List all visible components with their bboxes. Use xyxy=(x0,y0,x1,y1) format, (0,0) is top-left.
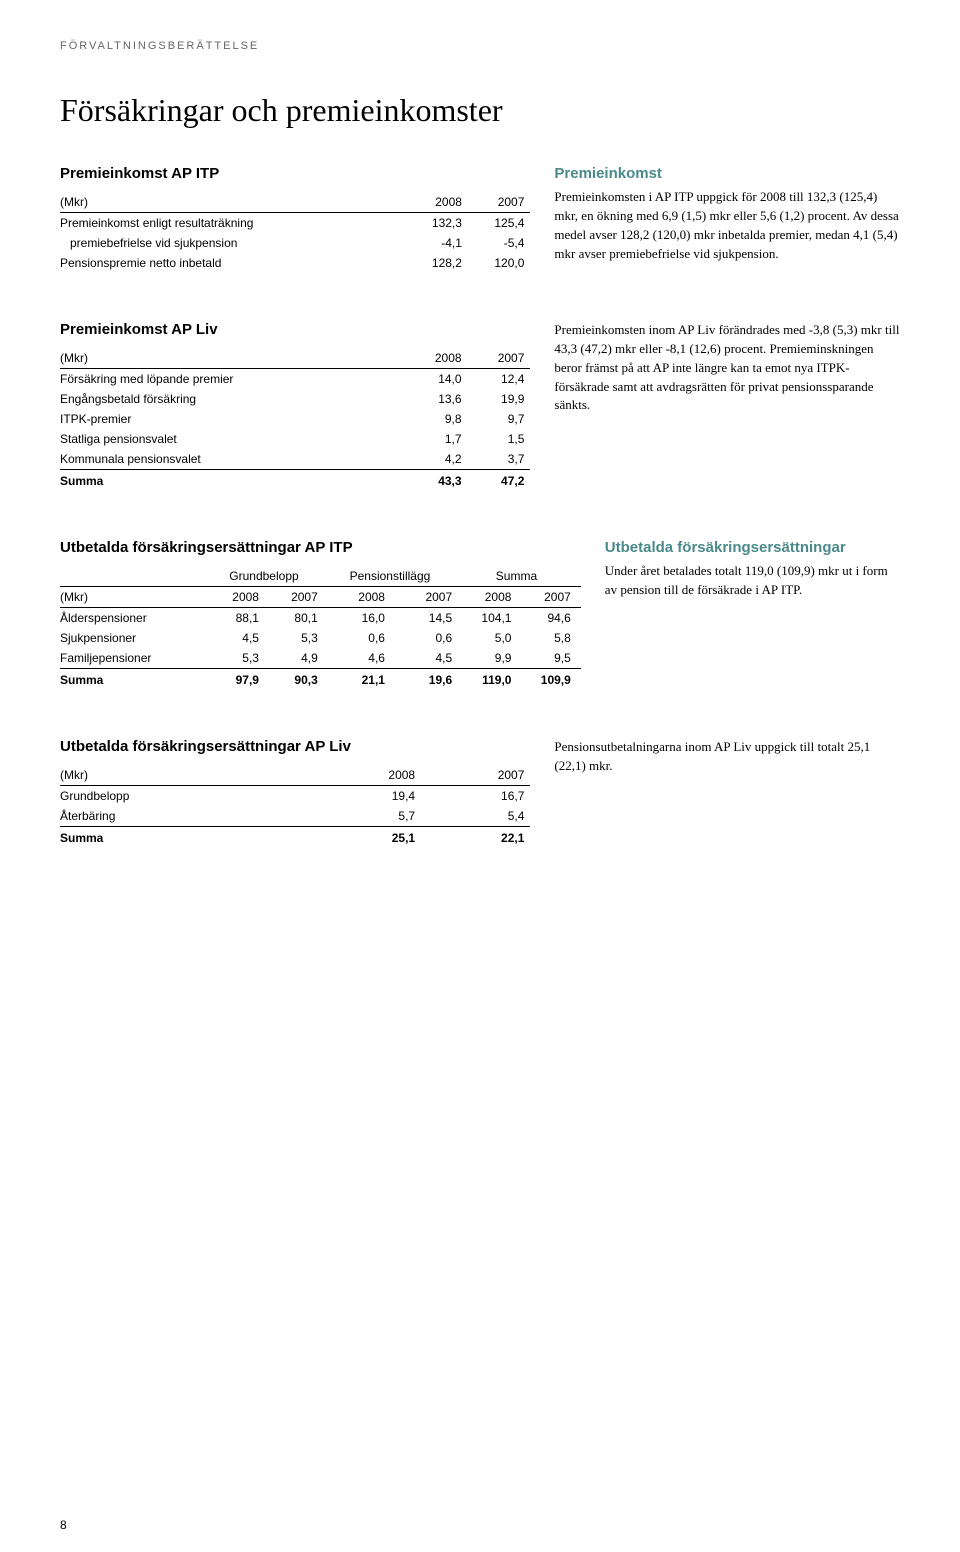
table-row: Engångsbetald försäkring13,619,9 xyxy=(60,389,530,409)
section-premieinkomst-ap-liv: Premieinkomst AP Liv (Mkr) 2008 2007 För… xyxy=(60,321,900,491)
s3-right-title: Utbetalda försäkringsersättningar xyxy=(605,539,900,556)
table-row: Pensionspremie netto inbetald128,2120,0 xyxy=(60,253,530,273)
s3-right-body: Under året betalades totalt 119,0 (109,9… xyxy=(605,562,900,600)
table-row: ITPK-premier9,89,7 xyxy=(60,409,530,429)
year-col: 2008 xyxy=(210,587,269,608)
year-col: 2007 xyxy=(395,587,462,608)
s4-right-body: Pensionsutbetalningarna inom AP Liv uppg… xyxy=(554,738,900,776)
page-number: 8 xyxy=(60,1518,67,1532)
table-row: Sjukpensioner4,55,30,60,65,05,8 xyxy=(60,628,581,648)
group-header: Summa xyxy=(462,566,581,587)
year-col: 2007 xyxy=(421,765,530,786)
section-utbetalda-ap-itp: Utbetalda försäkringsersättningar AP ITP… xyxy=(60,539,900,690)
main-title: Försäkringar och premieinkomster xyxy=(60,92,900,129)
s1-title: Premieinkomst AP ITP xyxy=(60,165,530,182)
table-row: Familjepensioner5,34,94,64,59,99,5 xyxy=(60,648,581,669)
s4-table: (Mkr) 2008 2007 Grundbelopp19,416,7 Åter… xyxy=(60,765,530,848)
s2-title: Premieinkomst AP Liv xyxy=(60,321,530,338)
s1-right-title: Premieinkomst xyxy=(554,165,900,182)
year-col: 2008 xyxy=(462,587,521,608)
unit-label: (Mkr) xyxy=(60,348,405,369)
year-col: 2008 xyxy=(406,192,468,213)
unit-label: (Mkr) xyxy=(60,765,312,786)
table-row: Försäkring med löpande premier14,012,4 xyxy=(60,369,530,390)
unit-label: (Mkr) xyxy=(60,192,406,213)
page-header: FÖRVALTNINGSBERÄTTELSE xyxy=(60,40,900,52)
s3-title: Utbetalda försäkringsersättningar AP ITP xyxy=(60,539,581,556)
group-header: Grundbelopp xyxy=(210,566,328,587)
table-row: Kommunala pensionsvalet4,23,7 xyxy=(60,449,530,470)
table-row: Premieinkomst enligt resultaträkning132,… xyxy=(60,213,530,234)
sum-row: Summa25,122,1 xyxy=(60,827,530,849)
s2-table: (Mkr) 2008 2007 Försäkring med löpande p… xyxy=(60,348,530,491)
year-col: 2007 xyxy=(468,192,530,213)
sum-row: Summa43,347,2 xyxy=(60,470,530,492)
table-row: Statliga pensionsvalet1,71,5 xyxy=(60,429,530,449)
table-row: Ålderspensioner88,180,116,014,5104,194,6 xyxy=(60,608,581,629)
section-utbetalda-ap-liv: Utbetalda försäkringsersättningar AP Liv… xyxy=(60,738,900,848)
s1-table: (Mkr) 2008 2007 Premieinkomst enligt res… xyxy=(60,192,530,273)
year-col: 2008 xyxy=(405,348,468,369)
sum-row: Summa97,990,321,119,6119,0109,9 xyxy=(60,669,581,691)
table-row: Grundbelopp19,416,7 xyxy=(60,786,530,807)
group-header: Pensionstillägg xyxy=(328,566,462,587)
year-col: 2008 xyxy=(312,765,421,786)
year-col: 2007 xyxy=(269,587,328,608)
table-row: premiebefrielse vid sjukpension-4,1-5,4 xyxy=(60,233,530,253)
table-row: Återbäring5,75,4 xyxy=(60,806,530,827)
s4-title: Utbetalda försäkringsersättningar AP Liv xyxy=(60,738,530,755)
section-premieinkomst-ap-itp: Premieinkomst AP ITP (Mkr) 2008 2007 Pre… xyxy=(60,165,900,273)
year-col: 2007 xyxy=(468,348,531,369)
year-col: 2008 xyxy=(328,587,395,608)
unit-label: (Mkr) xyxy=(60,587,210,608)
s1-right-body: Premieinkomsten i AP ITP uppgick för 200… xyxy=(554,188,900,263)
year-col: 2007 xyxy=(521,587,580,608)
s2-right-body: Premieinkomsten inom AP Liv förändrades … xyxy=(554,321,900,415)
s3-table: Grundbelopp Pensionstillägg Summa (Mkr) … xyxy=(60,566,581,690)
